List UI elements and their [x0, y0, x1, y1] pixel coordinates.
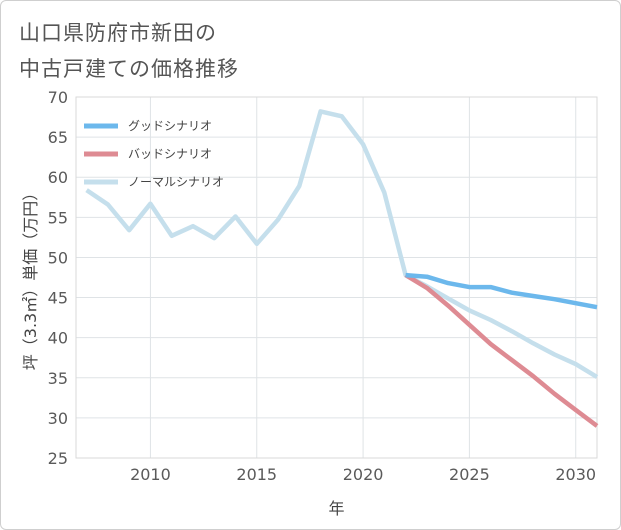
x-tick-label: 2025: [449, 465, 490, 484]
legend-label-1: バッドシナリオ: [128, 147, 212, 161]
y-tick-label: 70: [48, 88, 68, 107]
y-tick-label: 40: [48, 329, 68, 348]
chart-title: 山口県防府市新田の 中古戸建ての価格推移: [19, 15, 239, 87]
y-tick-label: 55: [48, 208, 68, 227]
series-line-2: [85, 109, 599, 379]
y-axis-title: 坪（3.3㎡）単価（万円）: [21, 185, 40, 370]
plot-border: [75, 96, 598, 459]
y-tick-label: 65: [48, 128, 68, 147]
y-tick-label: 35: [48, 369, 68, 388]
series-line-1: [404, 273, 599, 428]
chart-title-line-2: 中古戸建ての価格推移: [19, 57, 239, 81]
x-tick-label: 2010: [130, 465, 171, 484]
y-tick-label: 25: [48, 449, 68, 468]
legend-label-2: ノーマルシナリオ: [128, 175, 224, 189]
x-axis-title: 年: [328, 499, 344, 518]
legend-label-0: グッドシナリオ: [128, 119, 212, 133]
series-line-0: [405, 272, 598, 310]
y-tick-label: 45: [48, 289, 68, 308]
tick-labels: 25 30 35 40 45 50 55 60 65 70 2010 2015 2020 2025 2030: [48, 88, 596, 484]
x-tick-label: 2015: [236, 465, 277, 484]
chart-title-line-1: 山口県防府市新田の: [19, 21, 217, 45]
series-lines: [85, 109, 599, 428]
x-tick-label: 2020: [343, 465, 384, 484]
y-tick-label: 50: [48, 248, 68, 267]
x-tick-label: 2030: [555, 465, 596, 484]
y-tick-label: 30: [48, 409, 68, 428]
y-tick-label: 60: [48, 168, 68, 187]
